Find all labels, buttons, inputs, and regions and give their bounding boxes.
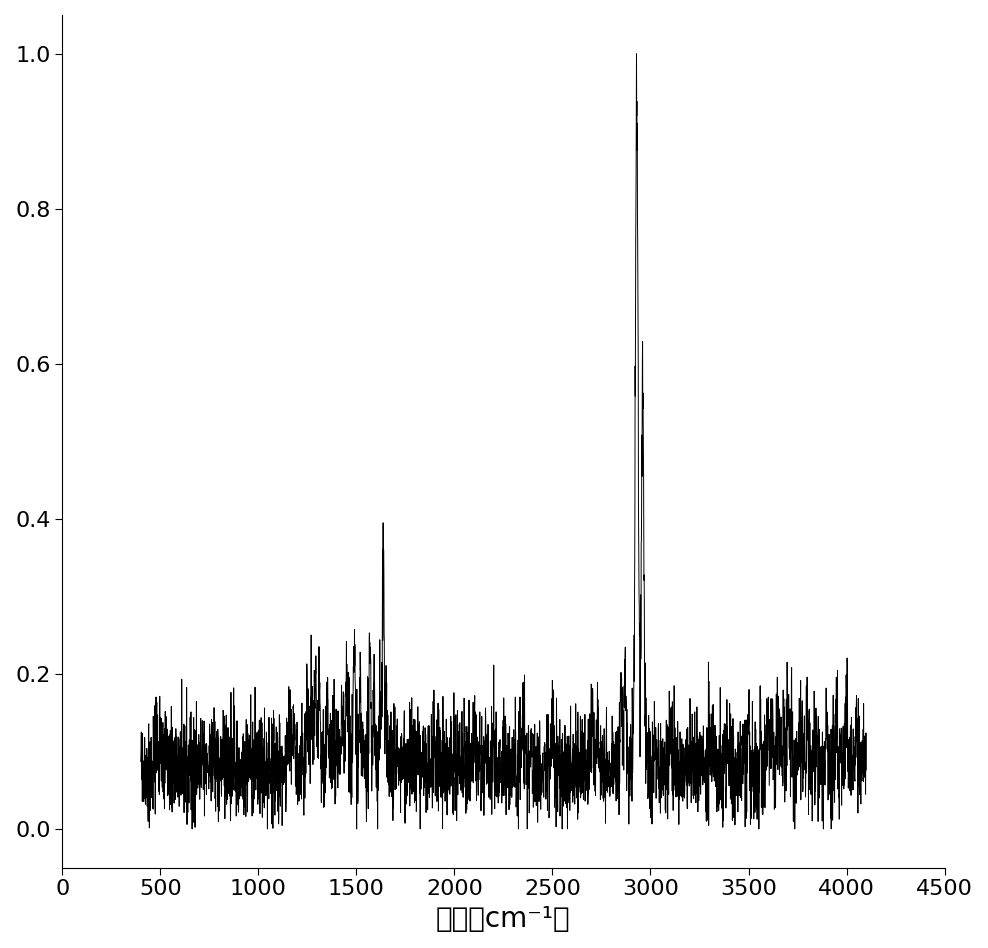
X-axis label: 波数（cm⁻¹）: 波数（cm⁻¹） bbox=[436, 905, 571, 933]
